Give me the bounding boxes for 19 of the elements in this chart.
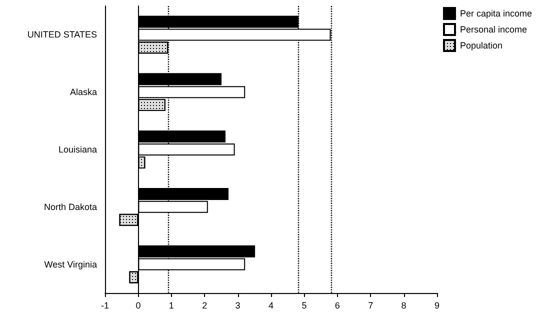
x-tick-label: 7: [368, 300, 374, 310]
y-tick-label: Louisiana: [58, 144, 97, 154]
x-tick-label: 9: [434, 300, 440, 310]
y-tick-label: UNITED STATES: [27, 30, 97, 40]
x-tick-label: 5: [302, 300, 307, 310]
legend-label: Personal income: [460, 24, 528, 34]
x-tick-label: 0: [136, 300, 141, 310]
legend-label: Population: [460, 40, 503, 50]
x-tick-label: 3: [235, 300, 240, 310]
x-tick-label: 8: [401, 300, 406, 310]
x-tick-label: -1: [100, 300, 110, 310]
legend-label: Per capita income: [460, 8, 532, 18]
x-tick-label: 2: [202, 300, 208, 310]
y-tick-label: West Virginia: [44, 259, 97, 270]
x-tick-label: 1: [168, 300, 174, 310]
x-tick-label: 6: [334, 300, 340, 310]
y-tick-label: Alaska: [70, 87, 97, 98]
x-tick-label: 4: [268, 300, 274, 310]
y-tick-label: North Dakota: [44, 202, 97, 212]
